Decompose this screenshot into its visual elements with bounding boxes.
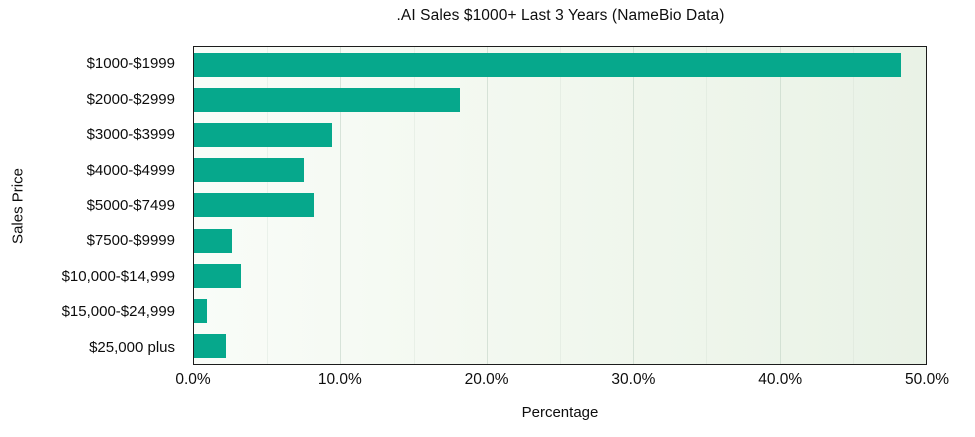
x-tick-label: 30.0% xyxy=(611,371,656,388)
gridline xyxy=(779,47,781,364)
bar-row xyxy=(194,47,926,82)
y-tick-label: $7500-$9999 xyxy=(86,232,175,250)
bar-row xyxy=(194,117,926,152)
gridline xyxy=(340,47,342,364)
bar xyxy=(194,299,208,324)
gridline xyxy=(486,47,488,364)
gridline xyxy=(633,47,635,364)
x-tick-label: 0.0% xyxy=(175,371,211,388)
x-tick-label: 40.0% xyxy=(758,371,803,388)
gridline xyxy=(413,47,415,364)
gridline xyxy=(706,47,708,364)
bar xyxy=(194,87,461,112)
bar-row xyxy=(194,188,926,223)
chart-title: .AI Sales $1000+ Last 3 Years (NameBio D… xyxy=(396,7,725,24)
bar xyxy=(194,263,241,288)
y-tick-label: $25,000 plus xyxy=(89,338,175,356)
x-tick-label: 50.0% xyxy=(905,371,949,388)
bar-row xyxy=(194,294,926,329)
bars xyxy=(194,47,926,364)
y-tick-label: $3000-$3999 xyxy=(86,126,175,144)
y-tick-label: $15,000-$24,999 xyxy=(61,303,175,321)
bar xyxy=(194,334,227,359)
plot-area xyxy=(193,46,927,365)
x-tick-label: 10.0% xyxy=(317,371,362,388)
bar-row xyxy=(194,329,926,364)
x-tick-label: 20.0% xyxy=(464,371,509,388)
y-tick-label: $2000-$2999 xyxy=(86,90,175,108)
gridline xyxy=(560,47,561,364)
y-tick-label: $5000-$7499 xyxy=(86,196,175,214)
bar xyxy=(194,52,902,77)
bar-row xyxy=(194,82,926,117)
bar xyxy=(194,123,332,148)
y-tick-label: $10,000-$14,999 xyxy=(61,267,175,285)
gridline xyxy=(852,47,854,364)
y-tick-label: $1000-$1999 xyxy=(86,55,175,73)
bar-row xyxy=(194,258,926,293)
y-tick-labels: $1000-$1999 $2000-$2999 $3000-$3999 $4000-$… xyxy=(0,46,184,365)
bar xyxy=(194,228,233,253)
bar-row xyxy=(194,223,926,258)
bar xyxy=(194,158,304,183)
bar-row xyxy=(194,153,926,188)
x-axis-title: Percentage xyxy=(521,404,599,421)
x-tick-labels: 0.0% 10.0% 20.0% 30.0% 40.0% 50.0% xyxy=(175,371,949,391)
bar xyxy=(194,193,315,218)
y-tick-label: $4000-$4999 xyxy=(86,161,175,179)
